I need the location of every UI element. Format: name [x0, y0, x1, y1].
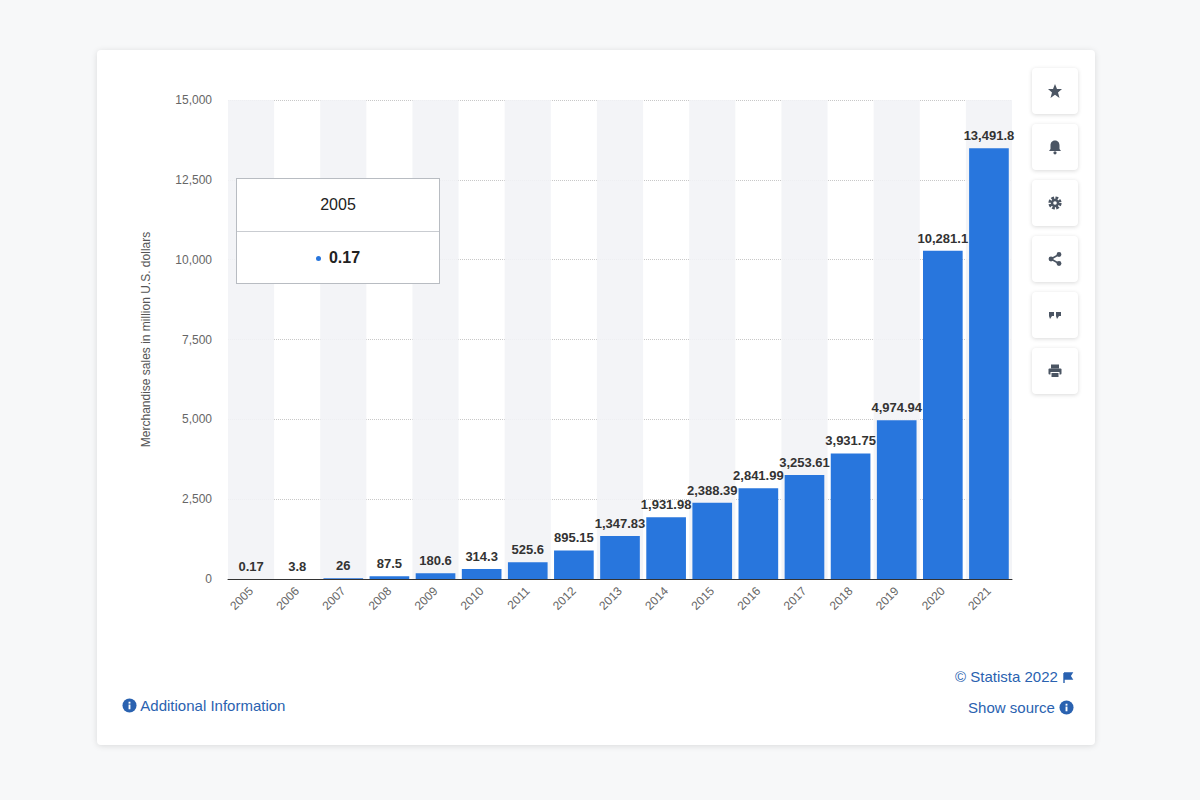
svg-text:0.17: 0.17 — [238, 559, 263, 574]
svg-text:Merchandise sales in million U: Merchandise sales in million U.S. dollar… — [139, 232, 153, 447]
html-text:0.17: 0.17 — [328, 249, 361, 266]
svg-text:2,500: 2,500 — [182, 492, 212, 506]
svg-text:2011: 2011 — [505, 584, 533, 612]
svg-text:26: 26 — [336, 558, 350, 573]
html-text:Additional Information: Additional Information — [140, 697, 286, 714]
html-text:© Statista 2022: © Statista 2022 — [955, 668, 1058, 685]
svg-text:2017: 2017 — [781, 584, 810, 613]
svg-text:4,974.94: 4,974.94 — [871, 400, 922, 415]
svg-text:2018: 2018 — [827, 584, 856, 613]
svg-text:180.6: 180.6 — [419, 553, 452, 568]
svg-text:2021: 2021 — [965, 584, 994, 613]
svg-text:2010: 2010 — [458, 584, 487, 613]
svg-text:87.5: 87.5 — [377, 556, 402, 571]
svg-text:2013: 2013 — [596, 584, 625, 613]
svg-text:2008: 2008 — [366, 584, 395, 613]
svg-text:10,281.1: 10,281.1 — [918, 231, 969, 246]
svg-text:2020: 2020 — [919, 584, 948, 613]
svg-text:2007: 2007 — [319, 584, 348, 613]
svg-text:2014: 2014 — [642, 584, 671, 613]
svg-text:2,841.99: 2,841.99 — [733, 468, 784, 483]
svg-text:895.15: 895.15 — [554, 530, 594, 545]
svg-text:314.3: 314.3 — [465, 549, 498, 564]
svg-text:2015: 2015 — [688, 584, 717, 613]
svg-text:2,388.39: 2,388.39 — [687, 483, 738, 498]
svg-text:0: 0 — [205, 572, 212, 586]
svg-text:3,931.75: 3,931.75 — [825, 433, 876, 448]
svg-text:3,253.61: 3,253.61 — [779, 455, 830, 470]
svg-text:3.8: 3.8 — [288, 559, 306, 574]
svg-text:1,347.83: 1,347.83 — [595, 516, 646, 531]
svg-text:525.6: 525.6 — [511, 542, 544, 557]
svg-text:1,931.98: 1,931.98 — [641, 497, 692, 512]
svg-text:2006: 2006 — [273, 584, 302, 613]
svg-text:2009: 2009 — [412, 584, 441, 613]
svg-text:2016: 2016 — [735, 584, 764, 613]
svg-text:2012: 2012 — [550, 584, 579, 613]
svg-text:15,000: 15,000 — [175, 93, 212, 107]
svg-text:13,491.8: 13,491.8 — [964, 128, 1015, 143]
svg-text:2005: 2005 — [227, 584, 256, 613]
svg-text:7,500: 7,500 — [182, 333, 212, 347]
html-text:2005: 2005 — [320, 196, 356, 213]
svg-text:12,500: 12,500 — [175, 173, 212, 187]
html-text:Show source: Show source — [968, 699, 1055, 716]
svg-text:5,000: 5,000 — [182, 412, 212, 426]
svg-text:2019: 2019 — [873, 584, 902, 613]
svg-text:10,000: 10,000 — [175, 253, 212, 267]
